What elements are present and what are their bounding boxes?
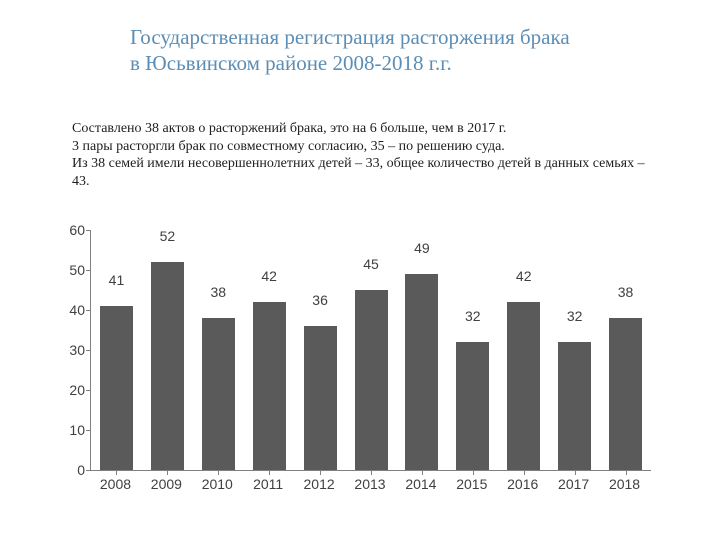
- x-tick-mark: [218, 470, 219, 475]
- y-tick-mark: [86, 310, 91, 311]
- x-axis-label: 2012: [294, 476, 344, 492]
- x-tick-mark: [116, 470, 117, 475]
- y-axis-label: 60: [55, 222, 85, 238]
- bar-value-label: 38: [606, 284, 646, 300]
- y-axis-label: 30: [55, 342, 85, 358]
- y-axis-label: 0: [55, 462, 85, 478]
- y-tick-mark: [86, 430, 91, 431]
- x-tick-mark: [320, 470, 321, 475]
- bar-value-label: 32: [555, 308, 595, 324]
- bar: [609, 318, 642, 470]
- body-line-2: 3 пары расторгли брак по совместному сог…: [72, 138, 652, 156]
- x-axis-label: 2008: [90, 476, 140, 492]
- y-axis-label: 40: [55, 302, 85, 318]
- x-axis-label: 2017: [549, 476, 599, 492]
- slide: { "title": "Государственная регистрация …: [0, 0, 720, 540]
- plot-area: 01020304050604152384236454932423238: [90, 230, 651, 471]
- body-line-3: Из 38 семей имели несовершеннолетних дет…: [72, 155, 652, 190]
- bar-chart: 01020304050604152384236454932423238 2008…: [60, 230, 670, 510]
- x-tick-mark: [575, 470, 576, 475]
- y-axis-label: 20: [55, 382, 85, 398]
- bar: [355, 290, 388, 470]
- x-axis-label: 2016: [498, 476, 548, 492]
- bar-value-label: 41: [96, 272, 136, 288]
- x-tick-mark: [269, 470, 270, 475]
- bar-value-label: 42: [504, 268, 544, 284]
- slide-title: Государственная регистрация расторжения …: [130, 24, 610, 77]
- bar: [253, 302, 286, 470]
- bar-value-label: 36: [300, 292, 340, 308]
- x-tick-mark: [626, 470, 627, 475]
- y-tick-mark: [86, 390, 91, 391]
- x-axis-label: 2011: [243, 476, 293, 492]
- y-tick-mark: [86, 350, 91, 351]
- bar: [202, 318, 235, 470]
- bar: [100, 306, 133, 470]
- x-axis-label: 2015: [447, 476, 497, 492]
- y-tick-mark: [86, 230, 91, 231]
- bar: [151, 262, 184, 470]
- y-axis-label: 10: [55, 422, 85, 438]
- x-axis-label: 2009: [141, 476, 191, 492]
- bar-value-label: 52: [147, 228, 187, 244]
- x-tick-mark: [422, 470, 423, 475]
- y-axis-label: 50: [55, 262, 85, 278]
- bar-value-label: 42: [249, 268, 289, 284]
- body-line-1: Составлено 38 актов о расторжений брака,…: [72, 120, 652, 138]
- bar-value-label: 49: [402, 240, 442, 256]
- x-axis-label: 2013: [345, 476, 395, 492]
- bar: [558, 342, 591, 470]
- bar: [304, 326, 337, 470]
- y-tick-mark: [86, 270, 91, 271]
- bar-value-label: 38: [198, 284, 238, 300]
- x-axis-label: 2018: [600, 476, 650, 492]
- x-axis-label: 2014: [396, 476, 446, 492]
- x-tick-mark: [167, 470, 168, 475]
- bar: [456, 342, 489, 470]
- body-text: Составлено 38 актов о расторжений брака,…: [72, 120, 652, 190]
- x-tick-mark: [524, 470, 525, 475]
- bar-value-label: 32: [453, 308, 493, 324]
- y-tick-mark: [86, 470, 91, 471]
- x-tick-mark: [371, 470, 372, 475]
- x-tick-mark: [473, 470, 474, 475]
- bar-value-label: 45: [351, 256, 391, 272]
- bar: [405, 274, 438, 470]
- bar: [507, 302, 540, 470]
- x-axis-label: 2010: [192, 476, 242, 492]
